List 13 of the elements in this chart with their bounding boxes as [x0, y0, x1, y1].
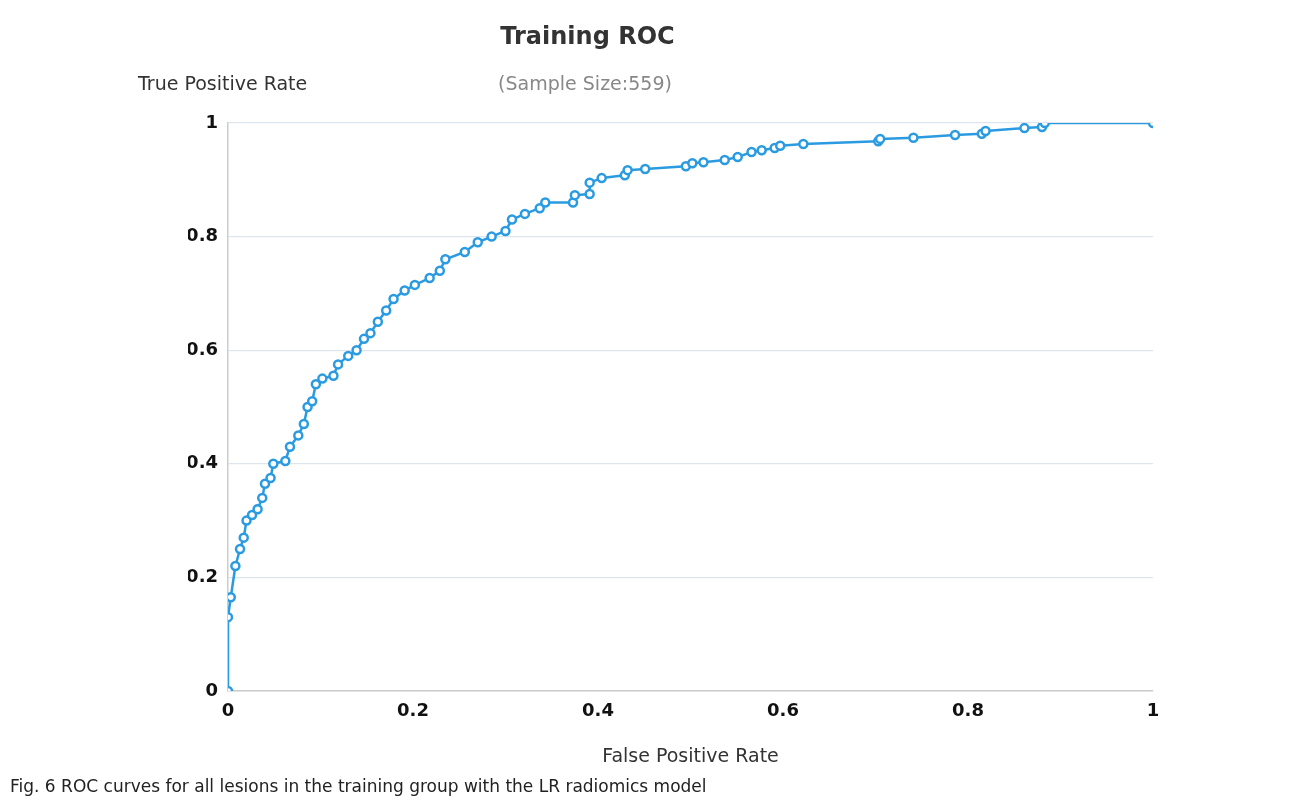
x-tick-label: 0 — [221, 699, 235, 721]
x-tick-label: 0.6 — [767, 699, 799, 721]
x-tick-label: 0.8 — [952, 699, 984, 721]
x-tick-label: 0.2 — [397, 699, 429, 721]
x-axis-title: False Positive Rate — [601, 744, 780, 766]
x-tick-label: 0.4 — [582, 699, 614, 721]
y-tick-label: 1 — [205, 110, 218, 132]
y-axis-title: True Positive Rate — [138, 72, 308, 94]
chart-title: Training ROC — [499, 22, 676, 50]
chart-subtitle: (Sample Size:559) — [498, 72, 672, 94]
y-tick-label: 0 — [205, 678, 218, 700]
x-tick-label: 1 — [1146, 699, 1160, 721]
caption: Fig. 6 ROC curves for all lesions in the training group with the LR radiomics model — [10, 776, 707, 796]
